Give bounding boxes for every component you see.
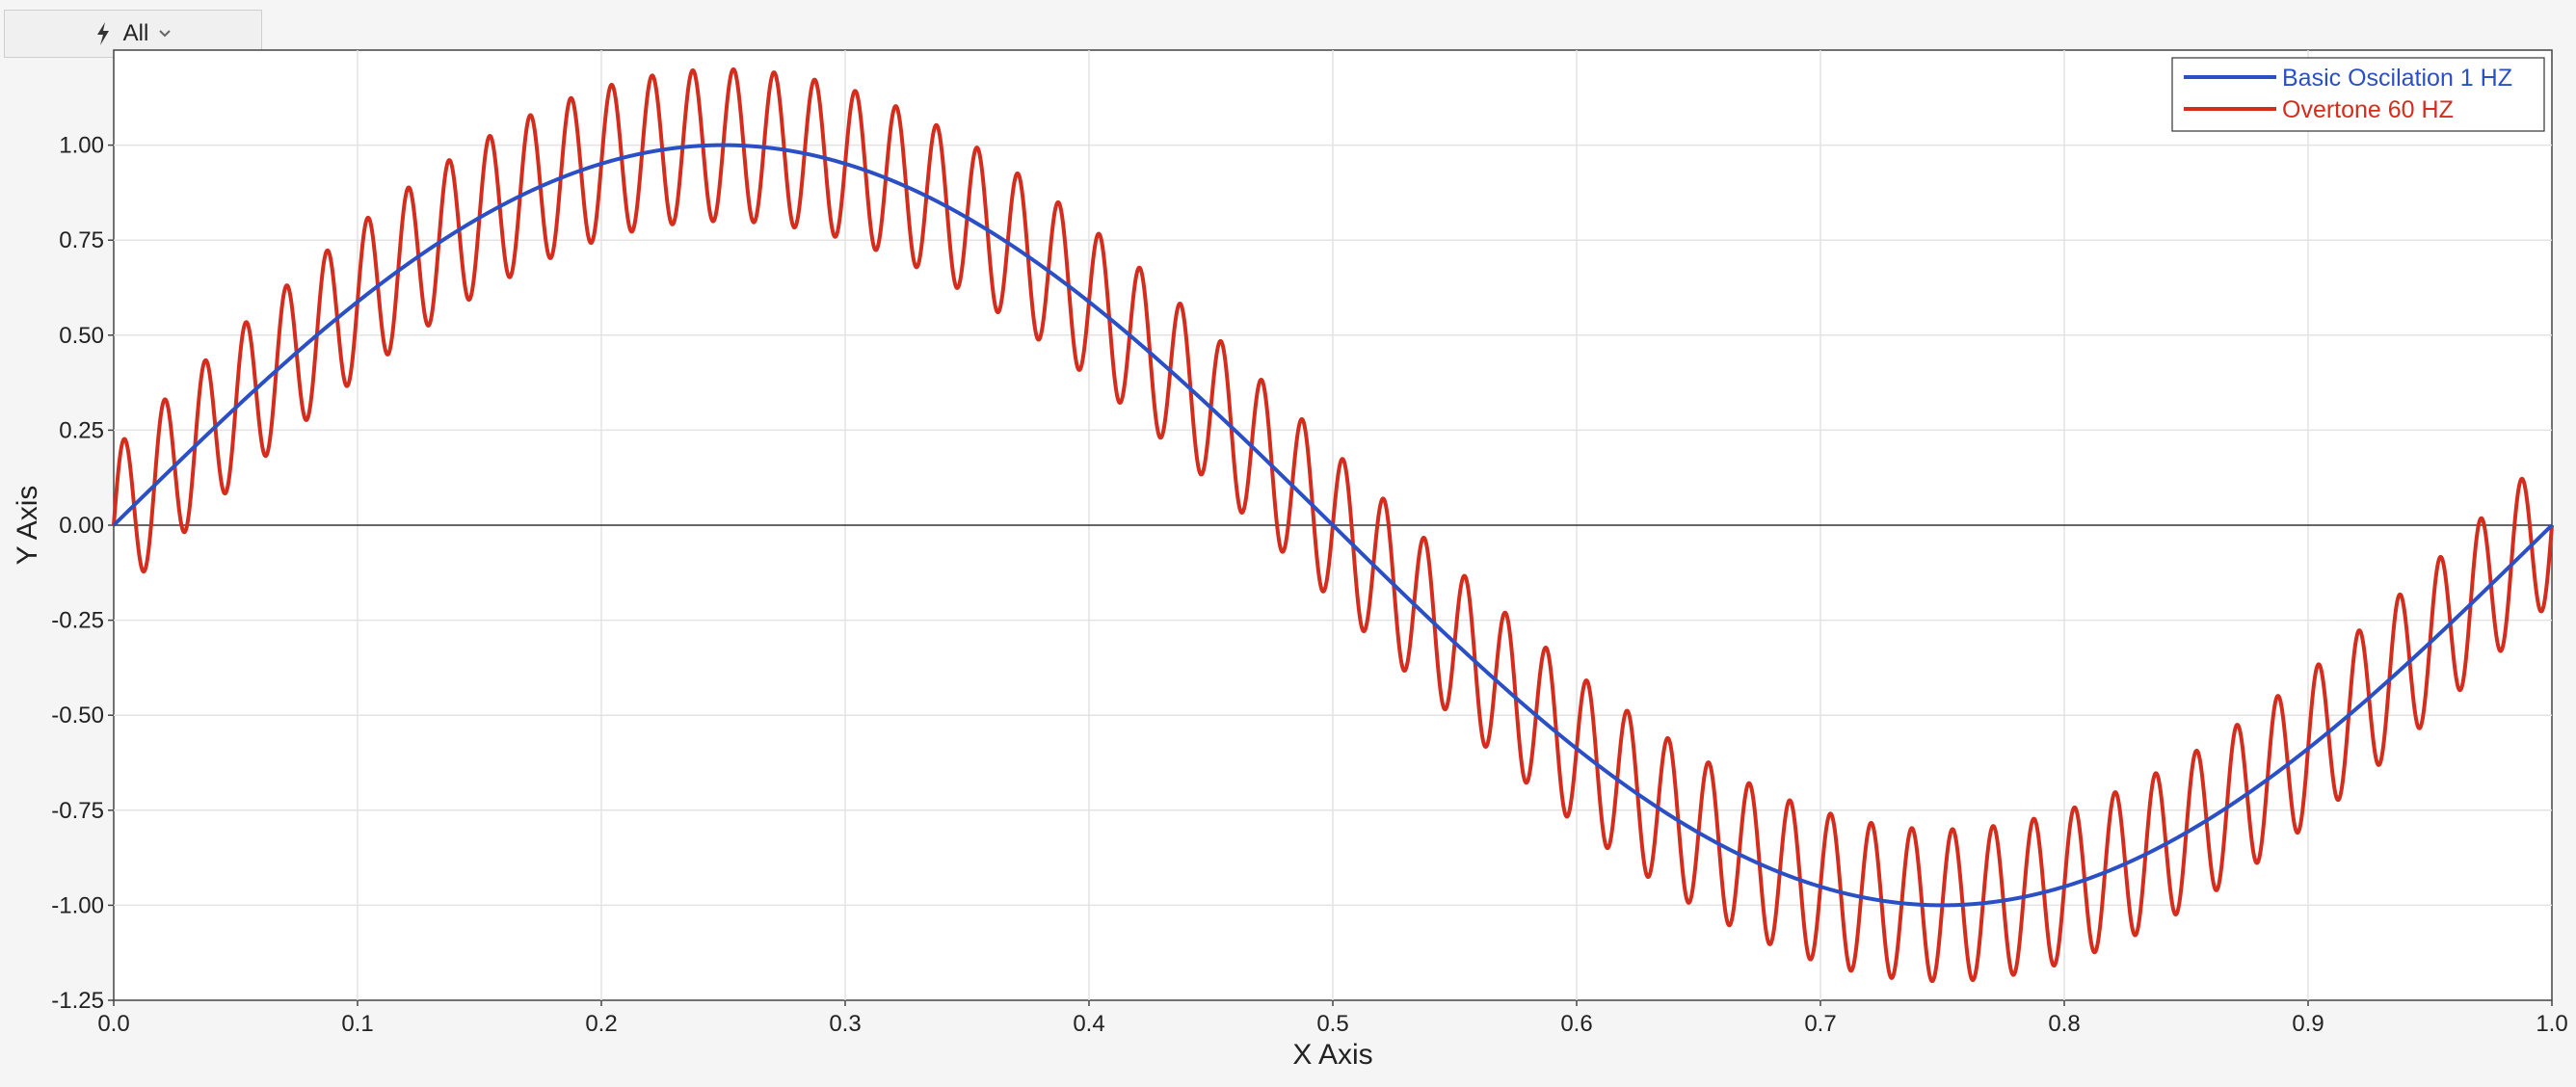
series-layer (112, 66, 2554, 984)
chevron-down-icon (158, 28, 173, 40)
y-tick-label: 0.50 (59, 323, 104, 349)
y-tick-label: -1.00 (51, 892, 104, 918)
x-tick-label: 0.0 (97, 1011, 129, 1037)
x-tick-label: 0.9 (2292, 1011, 2324, 1037)
legend-box (2171, 57, 2545, 132)
legend[interactable]: Basic Oscilation 1 HZ Overtone 60 HZ (2171, 57, 2545, 132)
filter-label: All (122, 20, 149, 46)
x-tick-label: 0.5 (1316, 1011, 1348, 1037)
x-tick-label: 0.7 (1804, 1011, 1836, 1037)
y-tick-label: 0.00 (59, 513, 104, 539)
lightning-icon (93, 21, 114, 46)
x-tick-label: 0.6 (1560, 1011, 1592, 1037)
x-axis-label: X Axis (1292, 1039, 1372, 1071)
y-tick-label: -0.75 (51, 798, 104, 824)
x-tick-label: 0.4 (1073, 1011, 1104, 1037)
series-line-basic (112, 143, 2554, 908)
legend-label-overtone: Overtone 60 HZ (2282, 96, 2454, 123)
y-tick-label: -1.25 (51, 988, 104, 1014)
y-tick-label: -0.50 (51, 703, 104, 729)
axis-ticks: 0.0 0.1 0.2 0.3 0.4 0.5 0.6 0.7 0.8 0.9 1.0 1.00 0.7… (51, 133, 2567, 1037)
y-tick-label: 1.00 (59, 133, 104, 159)
x-tick-label: 0.1 (341, 1011, 373, 1037)
y-axis-label: Y Axis (12, 486, 43, 566)
y-tick-label: 0.75 (59, 227, 104, 253)
x-tick-label: 0.8 (2048, 1011, 2080, 1037)
x-tick-label: 0.2 (585, 1011, 617, 1037)
x-tick-label: 1.0 (2536, 1011, 2567, 1037)
y-tick-label: 0.25 (59, 417, 104, 443)
legend-label-basic: Basic Oscilation 1 HZ (2282, 65, 2512, 92)
x-tick-label: 0.3 (829, 1011, 861, 1037)
y-tick-label: -0.25 (51, 608, 104, 634)
